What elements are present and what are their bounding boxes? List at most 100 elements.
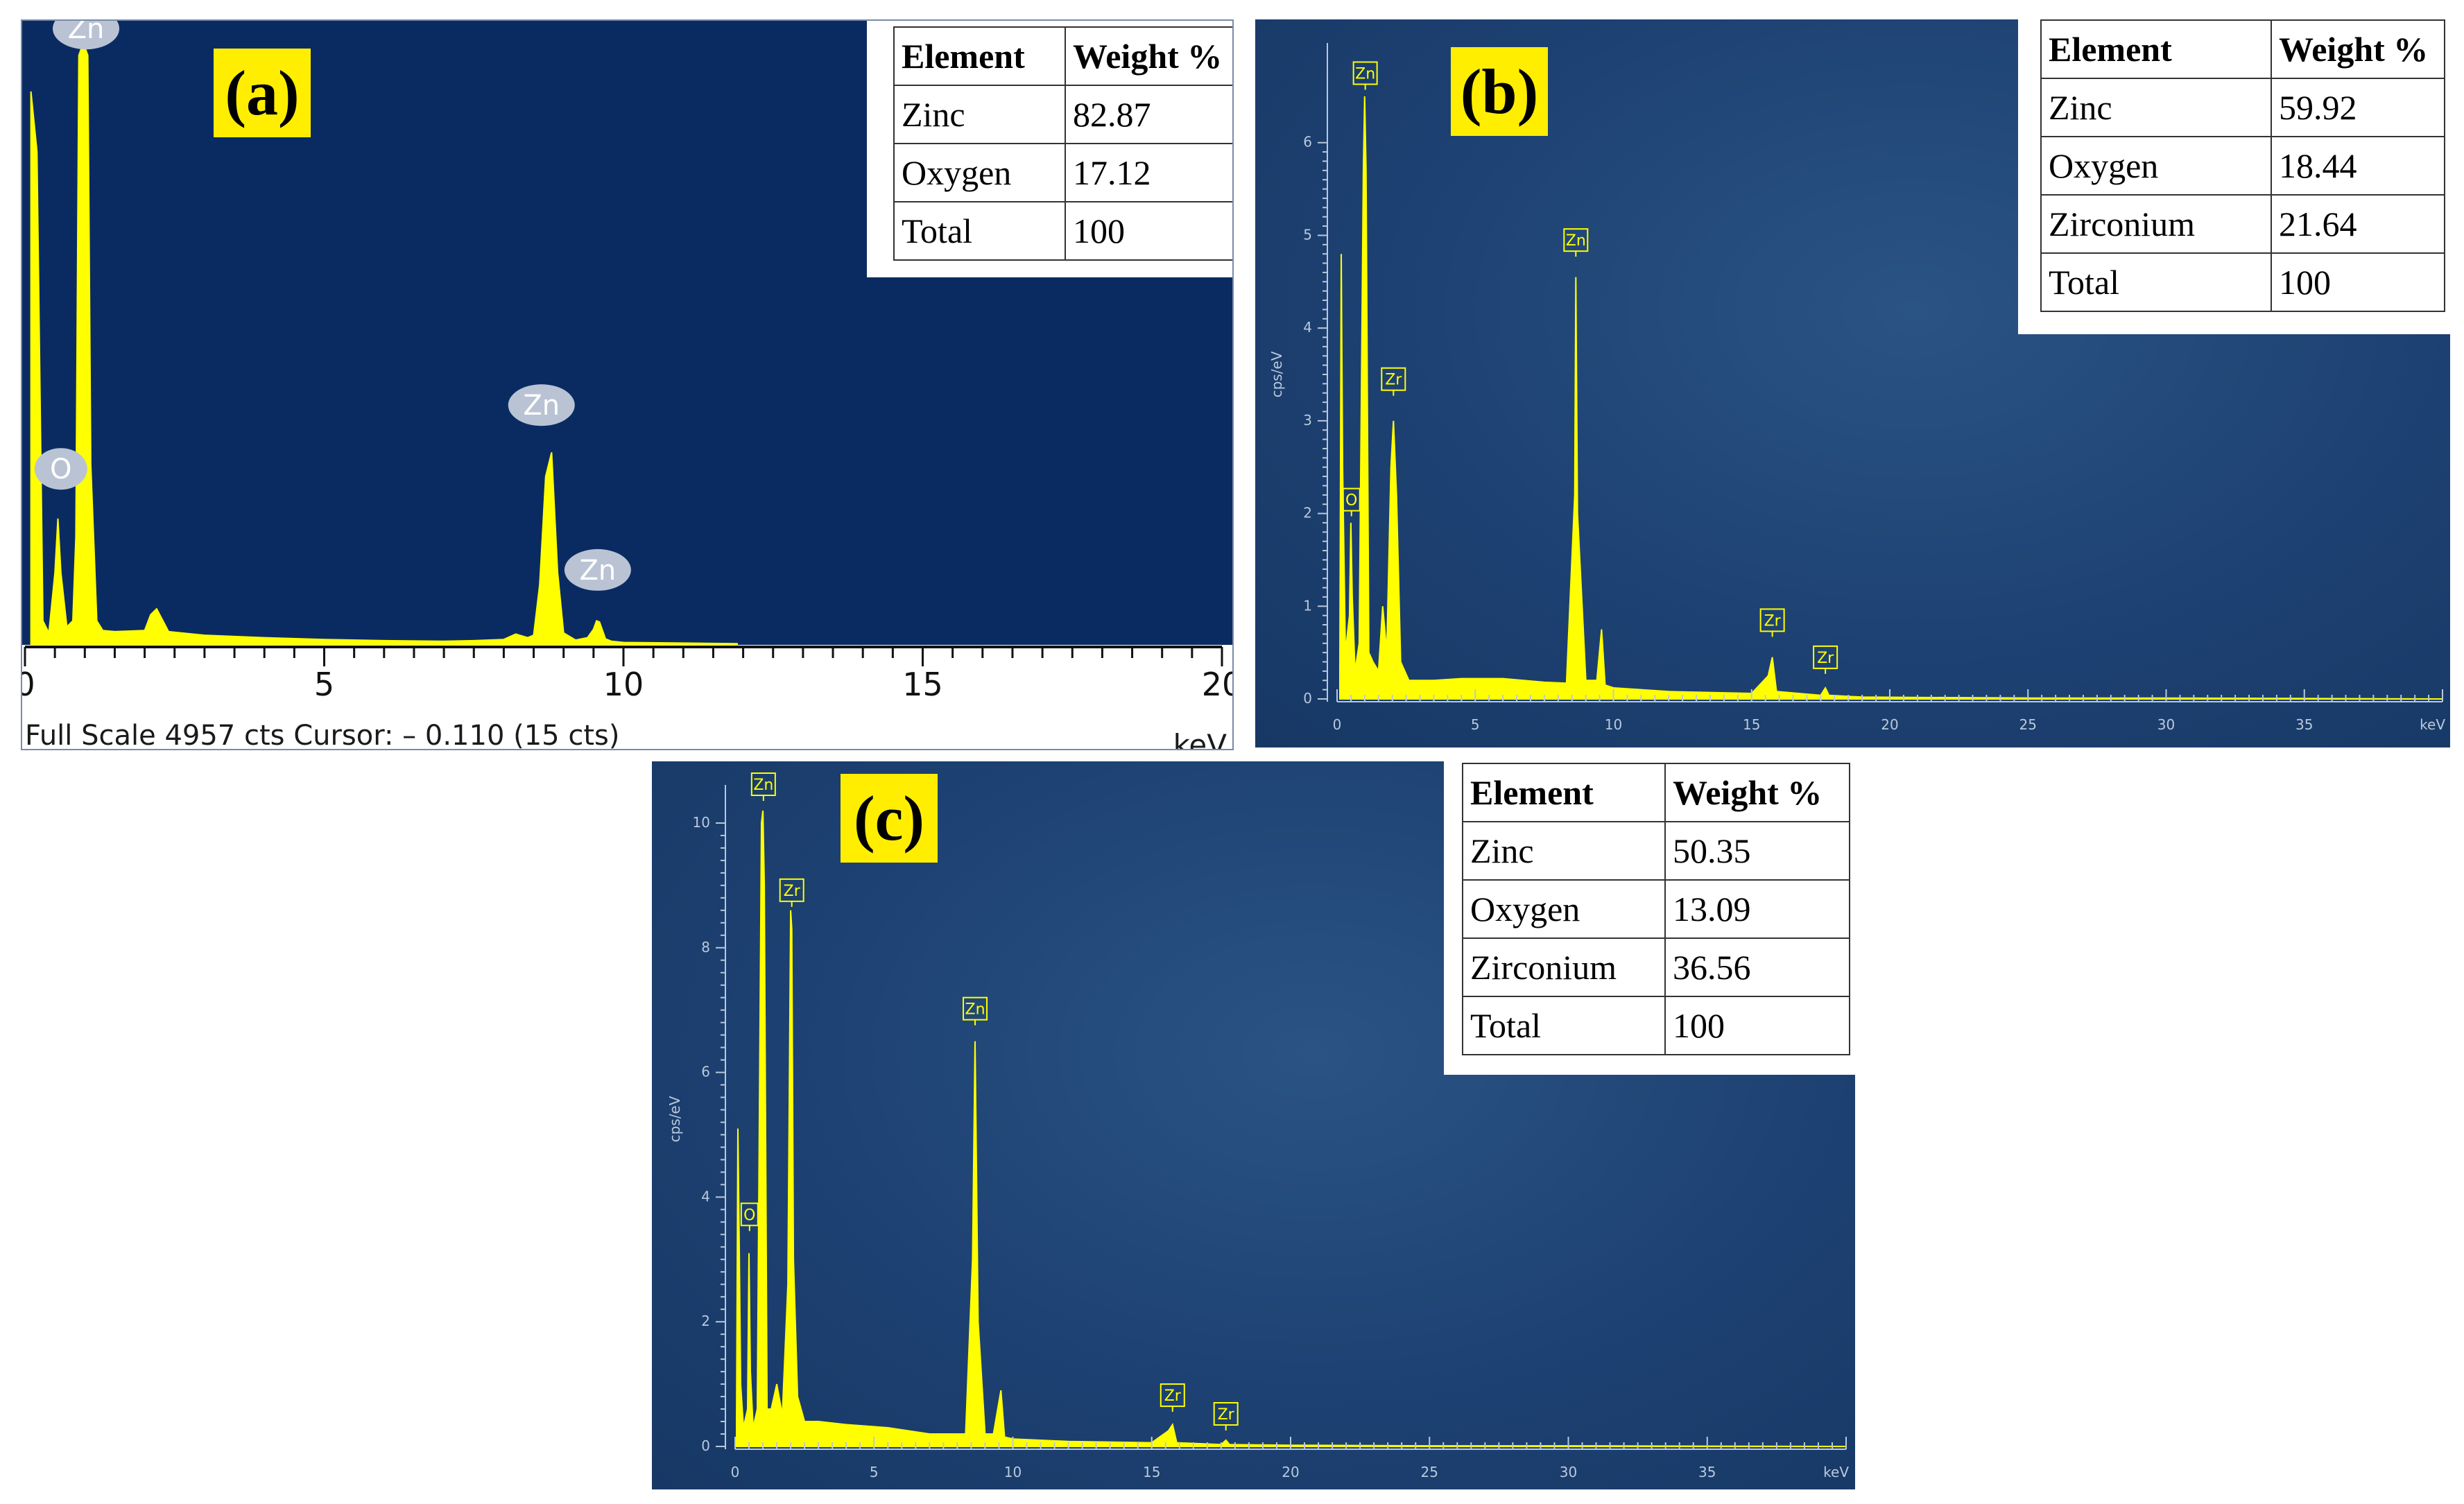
header-element: Element	[2040, 19, 2272, 79]
element-cell: Zinc	[1462, 821, 1666, 881]
weight-cell: 59.92	[2271, 78, 2445, 137]
x-tick-label: 20	[1202, 666, 1232, 703]
peak-label-text: Zn	[1355, 65, 1375, 83]
table-row: Zirconium 36.56	[1462, 937, 1850, 997]
weight-cell: 18.44	[2271, 136, 2445, 196]
composition-table-a: Element Weight % Zinc 82.87 Oxygen 17.12 T…	[893, 26, 1232, 261]
element-cell: Zirconium	[1462, 937, 1666, 997]
weight-cell: 82.87	[1065, 85, 1232, 144]
full-scale-readout: Full Scale 4957 cts Cursor: – 0.110 (15 …	[25, 720, 620, 750]
element-cell: Zirconium	[2040, 194, 2272, 254]
peak-label: Zn	[1352, 61, 1378, 90]
x-tick-label: 15	[1143, 1464, 1160, 1480]
peak-label: Zr	[779, 878, 804, 907]
spectrum-plot-b: 0 5 10 15 20 25 30 35 keV 0 1 2 3 4 5 6 cps/eV Zn Zr O Zn Zr Z…	[1268, 43, 2445, 733]
y-tick-label: 2	[701, 1313, 710, 1329]
y-tick-label: 5	[1303, 226, 1312, 243]
peak-label: O	[1342, 487, 1361, 517]
peak-label-text: Zn	[68, 21, 105, 45]
spectrum-series	[30, 46, 739, 646]
x-axis-a: 0 5 10 15 20	[22, 646, 1232, 703]
peak-label-text: O	[1345, 492, 1357, 510]
peak-label-box	[740, 1202, 759, 1227]
eds-spectrum-panel-c: 0 5 10 15 20 25 30 35 keV 0 2 4 6 8 10 cps/eV Zn Zr O Zn Zr Z…	[652, 761, 1855, 1489]
x-tick-label: 5	[314, 666, 334, 703]
peak-label: Zr	[1759, 608, 1785, 637]
y-tick-label: 8	[701, 939, 710, 956]
y-tick-label: 0	[1303, 690, 1312, 707]
x-tick-label: 10	[603, 666, 644, 703]
spectrum-series	[1338, 96, 2443, 700]
x-tick-label: 20	[1881, 716, 1898, 733]
peak-label: Zn	[963, 996, 988, 1026]
peak-label-text: Zr	[1164, 1388, 1182, 1405]
table-row: Oxygen 18.44	[2040, 136, 2445, 196]
peak-label: Zr	[1381, 367, 1406, 396]
header-element: Element	[1462, 763, 1666, 822]
x-tick-label: 10	[1004, 1464, 1022, 1480]
x-tick-label: 0	[1333, 716, 1342, 733]
peak-label: Zn	[53, 21, 120, 50]
header-element: Element	[893, 26, 1066, 86]
x-tick-label: 15	[902, 666, 943, 703]
peak-label-text: Zr	[1817, 650, 1834, 667]
table-row: Zinc 59.92	[2040, 78, 2445, 137]
peak-label-badge	[34, 448, 87, 490]
y-axis-label: cps/eV	[1268, 351, 1285, 397]
x-tick-label: 35	[1698, 1464, 1716, 1480]
table-row: Zinc 50.35	[1462, 821, 1850, 881]
table-row: Zirconium 21.64	[2040, 194, 2445, 254]
y-axis-label: cps/eV	[666, 1096, 683, 1142]
composition-table-bg-a: Element Weight % Zinc 82.87 Oxygen 17.12 T…	[867, 21, 1232, 277]
element-cell: Zinc	[2040, 78, 2272, 137]
peak-label: Zn	[750, 772, 776, 801]
table-row: Zinc 82.87	[893, 85, 1232, 144]
composition-table-c: Element Weight % Zinc 50.35 Oxygen 13.09 Z…	[1462, 763, 1850, 1055]
x-tick-label: 30	[2157, 716, 2175, 733]
weight-cell: 50.35	[1664, 821, 1850, 881]
element-cell: Total	[1462, 996, 1666, 1055]
panel-label-b: (b)	[1451, 47, 1548, 136]
peak-label-text: Zr	[784, 883, 801, 900]
y-tick-label: 10	[693, 814, 710, 831]
peak-label-text: Zn	[523, 390, 560, 422]
y-tick-label: 1	[1303, 597, 1312, 614]
header-weight: Weight %	[1065, 26, 1232, 86]
x-tick-label: 20	[1282, 1464, 1299, 1480]
peak-label: Zn	[564, 548, 631, 591]
element-cell: Oxygen	[1462, 879, 1666, 939]
composition-table-bg-b: Element Weight % Zinc 59.92 Oxygen 18.44 Z…	[2018, 19, 2450, 334]
table-row: Total 100	[1462, 996, 1850, 1055]
peak-label-text: Zn	[965, 1001, 985, 1019]
weight-cell: 17.12	[1065, 143, 1232, 202]
x-axis-unit: keV	[2420, 716, 2445, 733]
x-tick-label: 10	[1605, 716, 1622, 733]
x-axis-unit-a: keV	[1173, 728, 1227, 750]
table-header-row: Element Weight %	[2040, 19, 2445, 79]
peak-label-text: O	[50, 453, 71, 485]
spectrum-plot-c: 0 5 10 15 20 25 30 35 keV 0 2 4 6 8 10 cps/eV Zn Zr O Zn Zr Z…	[666, 772, 1849, 1480]
x-tick-label: 25	[2019, 716, 2037, 733]
x-tick-label: 5	[870, 1464, 879, 1480]
weight-cell: 100	[1664, 996, 1850, 1055]
peak-label: Zr	[1813, 645, 1838, 674]
y-tick-label: 6	[1303, 134, 1312, 150]
header-weight: Weight %	[2271, 19, 2445, 79]
table-header-row: Element Weight %	[893, 26, 1232, 86]
axis-strip-a	[22, 645, 1232, 749]
peak-label: Zn	[508, 384, 575, 426]
element-cell: Oxygen	[2040, 136, 2272, 196]
peak-label-text: Zn	[580, 555, 617, 587]
table-row: Total 100	[893, 201, 1232, 261]
y-tick-label: 0	[701, 1437, 710, 1454]
x-tick-label: 0	[731, 1464, 740, 1480]
eds-spectrum-panel-b: 0 5 10 15 20 25 30 35 keV 0 1 2 3 4 5 6 cps/eV Zn Zr O Zn Zr Z…	[1255, 19, 2450, 747]
composition-table-b: Element Weight % Zinc 59.92 Oxygen 18.44 Z…	[2040, 19, 2445, 312]
peak-label-text: Zn	[753, 777, 773, 794]
peak-label-text: Zr	[1764, 612, 1782, 630]
x-tick-label: 0	[22, 666, 35, 703]
weight-cell: 36.56	[1664, 937, 1850, 997]
element-cell: Total	[893, 201, 1066, 261]
weight-cell: 13.09	[1664, 879, 1850, 939]
header-weight: Weight %	[1664, 763, 1850, 822]
